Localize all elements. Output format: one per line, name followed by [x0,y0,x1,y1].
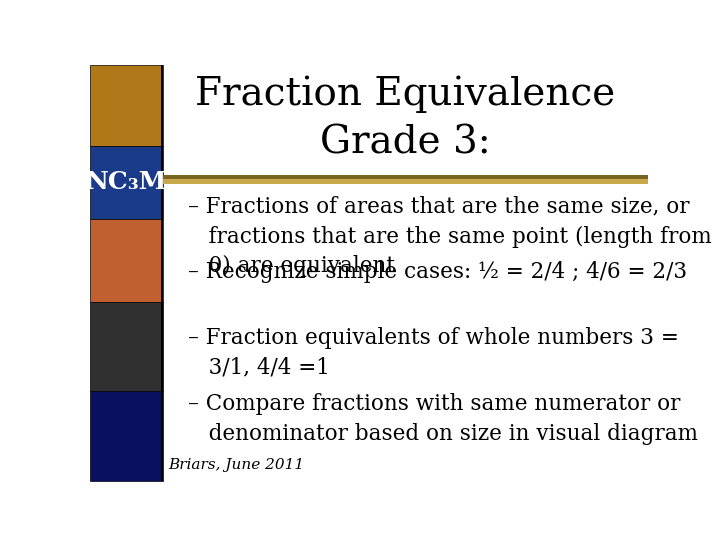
FancyBboxPatch shape [90,302,163,391]
FancyBboxPatch shape [163,175,648,179]
Text: – Fraction equivalents of whole numbers 3 =
   3/1, 4/4 =1: – Fraction equivalents of whole numbers … [188,327,678,379]
FancyBboxPatch shape [161,65,163,481]
FancyBboxPatch shape [90,146,163,219]
Text: – Compare fractions with same numerator or
   denominator based on size in visua: – Compare fractions with same numerator … [188,393,698,444]
Text: Briars, June 2011: Briars, June 2011 [168,458,305,472]
FancyBboxPatch shape [163,179,648,184]
Text: – Fractions of areas that are the same size, or
   fractions that are the same p: – Fractions of areas that are the same s… [188,196,711,278]
Text: NC₃M: NC₃M [86,170,167,194]
Text: – Recognize simple cases: ½ = 2/4 ; 4/6 = 2/3: – Recognize simple cases: ½ = 2/4 ; 4/6 … [188,261,687,284]
FancyBboxPatch shape [90,65,163,146]
FancyBboxPatch shape [90,391,163,481]
FancyBboxPatch shape [90,219,163,302]
Text: Fraction Equivalence
Grade 3:: Fraction Equivalence Grade 3: [195,76,616,162]
